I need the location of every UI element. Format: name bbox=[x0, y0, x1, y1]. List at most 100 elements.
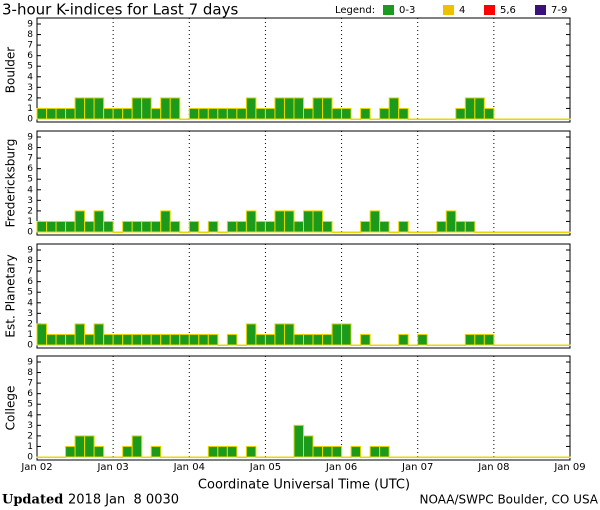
bar bbox=[293, 424, 305, 458]
y-tick-label: 4 bbox=[27, 410, 33, 420]
bar bbox=[84, 435, 95, 458]
bar bbox=[283, 456, 295, 458]
y-tick-label: 3 bbox=[27, 83, 33, 93]
bar bbox=[512, 231, 523, 233]
bar bbox=[388, 456, 400, 458]
bar bbox=[502, 344, 514, 346]
bar bbox=[169, 456, 181, 458]
bar bbox=[341, 231, 352, 233]
bar bbox=[255, 220, 266, 233]
bar bbox=[493, 456, 504, 458]
legend-swatch bbox=[535, 5, 546, 15]
bar bbox=[74, 97, 86, 120]
bar bbox=[46, 107, 57, 120]
bar bbox=[464, 97, 476, 120]
bar bbox=[46, 220, 57, 233]
bar bbox=[274, 210, 285, 233]
bar bbox=[369, 344, 381, 346]
x-tick-label: Jan 08 bbox=[477, 462, 509, 473]
bar bbox=[188, 220, 200, 233]
bar bbox=[131, 97, 143, 120]
bar bbox=[502, 118, 514, 120]
bar bbox=[160, 456, 171, 458]
bar bbox=[84, 333, 95, 346]
panel-label: Fredericksburg bbox=[4, 139, 18, 228]
bar bbox=[521, 456, 533, 458]
bar bbox=[417, 333, 428, 346]
bar bbox=[341, 456, 352, 458]
y-tick-label: 9 bbox=[27, 246, 33, 256]
y-tick-label: 1 bbox=[27, 442, 33, 452]
y-tick-label: 3 bbox=[27, 196, 33, 206]
bar bbox=[226, 333, 238, 346]
bar bbox=[379, 107, 390, 120]
bar bbox=[388, 344, 400, 346]
bar bbox=[46, 333, 57, 346]
bar bbox=[264, 220, 276, 233]
bar bbox=[388, 97, 400, 120]
bar bbox=[407, 118, 419, 120]
bar bbox=[531, 456, 542, 458]
bar bbox=[331, 445, 343, 458]
y-tick-label: 5 bbox=[27, 288, 33, 298]
bar bbox=[84, 220, 95, 233]
bar bbox=[122, 220, 133, 233]
bar bbox=[293, 333, 305, 346]
bar bbox=[436, 344, 447, 346]
bar bbox=[131, 220, 143, 233]
bar bbox=[369, 445, 381, 458]
bar bbox=[217, 107, 228, 120]
y-tick-label: 0 bbox=[27, 453, 33, 463]
bar bbox=[112, 456, 124, 458]
bar bbox=[312, 97, 324, 120]
y-tick-label: 8 bbox=[27, 30, 33, 40]
bar bbox=[236, 220, 247, 233]
bar bbox=[540, 456, 552, 458]
y-tick-label: 7 bbox=[27, 379, 33, 389]
bar bbox=[74, 323, 86, 346]
bar bbox=[398, 333, 409, 346]
bar bbox=[245, 97, 257, 120]
bar bbox=[540, 118, 552, 120]
bar bbox=[521, 344, 533, 346]
bar bbox=[493, 118, 504, 120]
y-tick-label: 2 bbox=[27, 93, 33, 103]
bar bbox=[169, 333, 181, 346]
bar bbox=[245, 323, 257, 346]
bar bbox=[445, 118, 457, 120]
y-tick-label: 2 bbox=[27, 431, 33, 441]
bar bbox=[217, 344, 228, 346]
bar bbox=[264, 107, 276, 120]
bar bbox=[36, 323, 48, 346]
bar bbox=[455, 344, 466, 346]
bar bbox=[331, 231, 343, 233]
bar bbox=[331, 323, 343, 346]
bar bbox=[65, 220, 76, 233]
bar bbox=[122, 333, 133, 346]
bar bbox=[179, 231, 190, 233]
bar bbox=[331, 107, 343, 120]
x-tick-label: Jan 09 bbox=[553, 462, 585, 473]
bar bbox=[531, 231, 542, 233]
y-tick-label: 1 bbox=[27, 217, 33, 227]
bar bbox=[474, 97, 485, 120]
bar bbox=[226, 107, 238, 120]
y-tick-label: 2 bbox=[27, 319, 33, 329]
x-tick-label: Jan 06 bbox=[325, 462, 357, 473]
bar bbox=[207, 333, 219, 346]
bar bbox=[93, 97, 105, 120]
bar bbox=[464, 456, 476, 458]
credit: NOAA/SWPC Boulder, CO USA bbox=[420, 493, 599, 507]
bar bbox=[150, 333, 162, 346]
x-tick-label: Jan 02 bbox=[20, 462, 52, 473]
y-tick-label: 0 bbox=[27, 341, 33, 351]
bar bbox=[322, 220, 333, 233]
bar bbox=[483, 107, 495, 120]
bar bbox=[512, 118, 523, 120]
bar bbox=[436, 456, 447, 458]
bar bbox=[322, 333, 333, 346]
bar bbox=[74, 435, 86, 458]
bar bbox=[150, 220, 162, 233]
bar bbox=[179, 333, 190, 346]
